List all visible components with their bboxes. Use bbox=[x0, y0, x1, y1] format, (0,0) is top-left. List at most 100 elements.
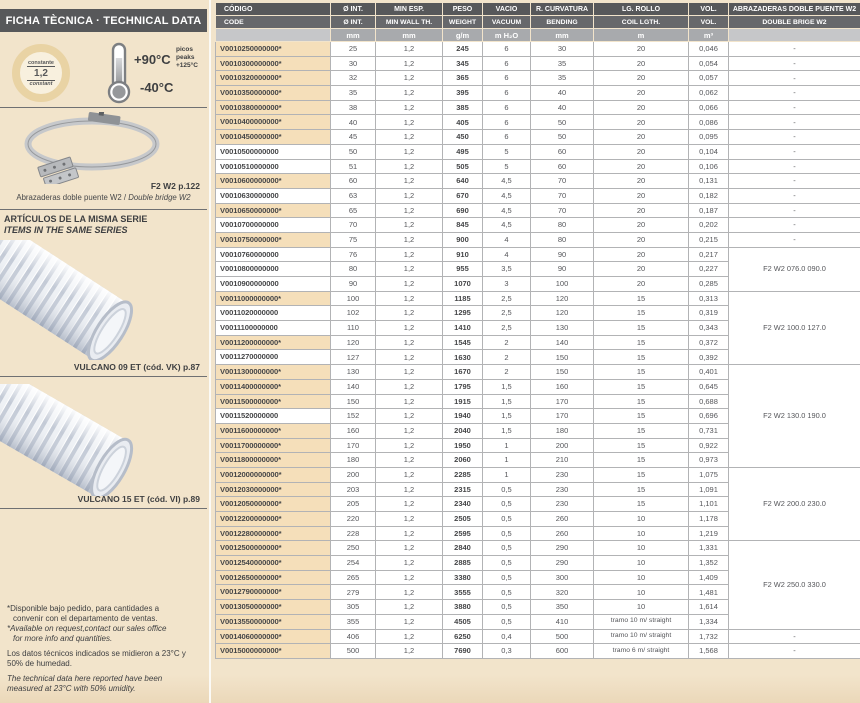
cell-diameter: 25 bbox=[330, 41, 376, 57]
cell-diameter: 220 bbox=[330, 511, 376, 527]
cell-bending: 260 bbox=[530, 525, 594, 542]
cell-vacuum: 1 bbox=[482, 437, 531, 454]
cell-min-wall: 1,2 bbox=[375, 437, 443, 454]
cell-weight: 345 bbox=[442, 55, 483, 72]
cell-bending: 180 bbox=[530, 422, 594, 439]
cell-diameter: 127 bbox=[330, 349, 376, 366]
cell-volume: 0,313 bbox=[688, 290, 729, 307]
table-row: V0014060000000* 406 1,2 6250 0,4 500 tramo 10 … bbox=[215, 628, 860, 645]
unit-header: mm bbox=[375, 28, 443, 42]
section-title-bar: FICHA TÈCNICA · TECHNICAL DATA bbox=[0, 9, 207, 32]
cell-diameter: 90 bbox=[330, 276, 376, 292]
table-row: V0010380000000* 38 1,2 385 6 40 20 0,066- bbox=[215, 99, 860, 116]
cell-code: V0010300000000* bbox=[215, 55, 331, 72]
table-row: V0010800000000 80 1,2 955 3,5 90 20 0,227 bbox=[215, 261, 860, 277]
cell-code: V0012200000000* bbox=[215, 511, 331, 527]
cell-weight: 3880 bbox=[442, 599, 483, 615]
page-title: FICHA TÈCNICA · TECHNICAL DATA bbox=[5, 14, 202, 27]
cell-min-wall: 1,2 bbox=[375, 569, 443, 586]
cell-vacuum: 4 bbox=[482, 231, 531, 248]
cell-diameter: 63 bbox=[330, 187, 376, 204]
cell-diameter: 51 bbox=[330, 158, 376, 175]
cell-vacuum: 6 bbox=[482, 99, 531, 116]
cell-code: V0015000000000* bbox=[215, 643, 331, 659]
cell-coil-length: 20 bbox=[593, 276, 689, 292]
cell-weight: 2060 bbox=[442, 452, 483, 468]
column-header: MIN WALL TH. bbox=[375, 15, 443, 29]
cell-bending: 320 bbox=[530, 584, 594, 601]
cell-volume: 0,372 bbox=[688, 334, 729, 351]
badge-label-en: constant bbox=[29, 80, 53, 87]
table-row: V0011000000000* 100 1,2 1185 2,5 120 15 0,313 F2… bbox=[215, 290, 860, 366]
cell-vacuum: 0,5 bbox=[482, 540, 531, 557]
footnote-line: The technical data here reported have be… bbox=[7, 674, 163, 683]
cell-weight: 7690 bbox=[442, 643, 483, 659]
column-header: DOUBLE BRIGE W2 bbox=[728, 15, 860, 29]
cell-min-wall: 1,2 bbox=[375, 290, 443, 307]
cell-diameter: 30 bbox=[330, 55, 376, 72]
cell-weight: 640 bbox=[442, 173, 483, 189]
technical-data-table: CÓDIGO Ø INT. MIN ESP. PESO VACIO R. CURVATUR… bbox=[215, 2, 860, 659]
cell-clamp-ref: - bbox=[728, 55, 860, 72]
cell-coil-length: 10 bbox=[593, 540, 689, 557]
footnote-line: for more info and quantities. bbox=[13, 634, 113, 643]
cell-bending: 350 bbox=[530, 599, 594, 615]
table-row: V0012030000000* 203 1,2 2315 0,5 230 15 1,091 bbox=[215, 481, 860, 498]
cell-code: V0013550000000* bbox=[215, 613, 331, 630]
column-header: ABRAZADERAS DOBLE PUENTE W2 bbox=[728, 2, 860, 16]
cell-vacuum: 4,5 bbox=[482, 217, 531, 233]
cell-coil-length: 15 bbox=[593, 496, 689, 512]
cell-coil-length: 20 bbox=[593, 158, 689, 175]
cell-diameter: 100 bbox=[330, 290, 376, 307]
cell-clamp-ref: - bbox=[728, 85, 860, 101]
cell-min-wall: 1,2 bbox=[375, 143, 443, 160]
cell-code: V0010400000000* bbox=[215, 114, 331, 131]
cell-coil-length: 20 bbox=[593, 202, 689, 219]
cell-coil-length: 15 bbox=[593, 305, 689, 322]
cell-vacuum: 1,5 bbox=[482, 378, 531, 395]
cell-diameter: 60 bbox=[330, 173, 376, 189]
cell-bending: 80 bbox=[530, 217, 594, 233]
cell-diameter: 279 bbox=[330, 584, 376, 601]
cell-code: V0010600000000* bbox=[215, 173, 331, 189]
cell-bending: 130 bbox=[530, 320, 594, 336]
cell-volume: 1,091 bbox=[688, 481, 729, 498]
table-row: V0011100000000 110 1,2 1410 2,5 130 15 0,343 bbox=[215, 320, 860, 336]
cell-coil-length: tramo 10 m/ straight bbox=[593, 628, 689, 645]
sidebar: FICHA TÈCNICA · TECHNICAL DATA constante… bbox=[0, 0, 211, 703]
cell-bending: 300 bbox=[530, 569, 594, 586]
cell-bending: 70 bbox=[530, 173, 594, 189]
cell-vacuum: 0,3 bbox=[482, 643, 531, 659]
temp-peaks-note: picos peaks +125°C bbox=[176, 46, 198, 70]
table-row: V0010500000000 50 1,2 495 5 60 20 0,104- bbox=[215, 143, 860, 160]
cell-weight: 1940 bbox=[442, 408, 483, 424]
unit-header: g/m bbox=[442, 28, 483, 42]
column-header: MIN ESP. bbox=[375, 2, 443, 16]
cell-volume: 0,131 bbox=[688, 173, 729, 189]
cell-weight: 910 bbox=[442, 246, 483, 263]
cell-vacuum: 0,5 bbox=[482, 555, 531, 571]
divider bbox=[0, 209, 207, 210]
table-row: V0012500000000* 250 1,2 2840 0,5 290 10 1,331 F2… bbox=[215, 540, 860, 630]
cell-volume: 0,066 bbox=[688, 99, 729, 116]
cell-vacuum: 0,5 bbox=[482, 599, 531, 615]
cell-clamp-ref: F2 W2 250.0 330.0 bbox=[728, 540, 860, 630]
cell-clamp-ref: - bbox=[728, 202, 860, 219]
cell-clamp-ref: - bbox=[728, 129, 860, 145]
header-row: CODE Ø INT. MIN WALL TH. WEIGHT VACUUM BENDIN… bbox=[215, 15, 860, 29]
cell-weight: 2840 bbox=[442, 540, 483, 557]
cell-volume: 0,973 bbox=[688, 452, 729, 468]
column-header: VOL. bbox=[688, 2, 729, 16]
cell-min-wall: 1,2 bbox=[375, 349, 443, 366]
table-row: V0010700000000 70 1,2 845 4,5 80 20 0,202- bbox=[215, 217, 860, 233]
cell-weight: 1070 bbox=[442, 276, 483, 292]
cell-code: V0012790000000* bbox=[215, 584, 331, 601]
cell-bending: 150 bbox=[530, 349, 594, 366]
cell-clamp-ref: F2 W2 076.0 090.0 bbox=[728, 246, 860, 292]
cell-volume: 0,392 bbox=[688, 349, 729, 366]
cell-bending: 50 bbox=[530, 129, 594, 145]
cell-volume: 0,401 bbox=[688, 364, 729, 380]
cell-vacuum: 0,5 bbox=[482, 613, 531, 630]
table-row: V0013550000000* 355 1,2 4505 0,5 410 tramo 10 … bbox=[215, 613, 860, 630]
cell-code: V0012650000000* bbox=[215, 569, 331, 586]
